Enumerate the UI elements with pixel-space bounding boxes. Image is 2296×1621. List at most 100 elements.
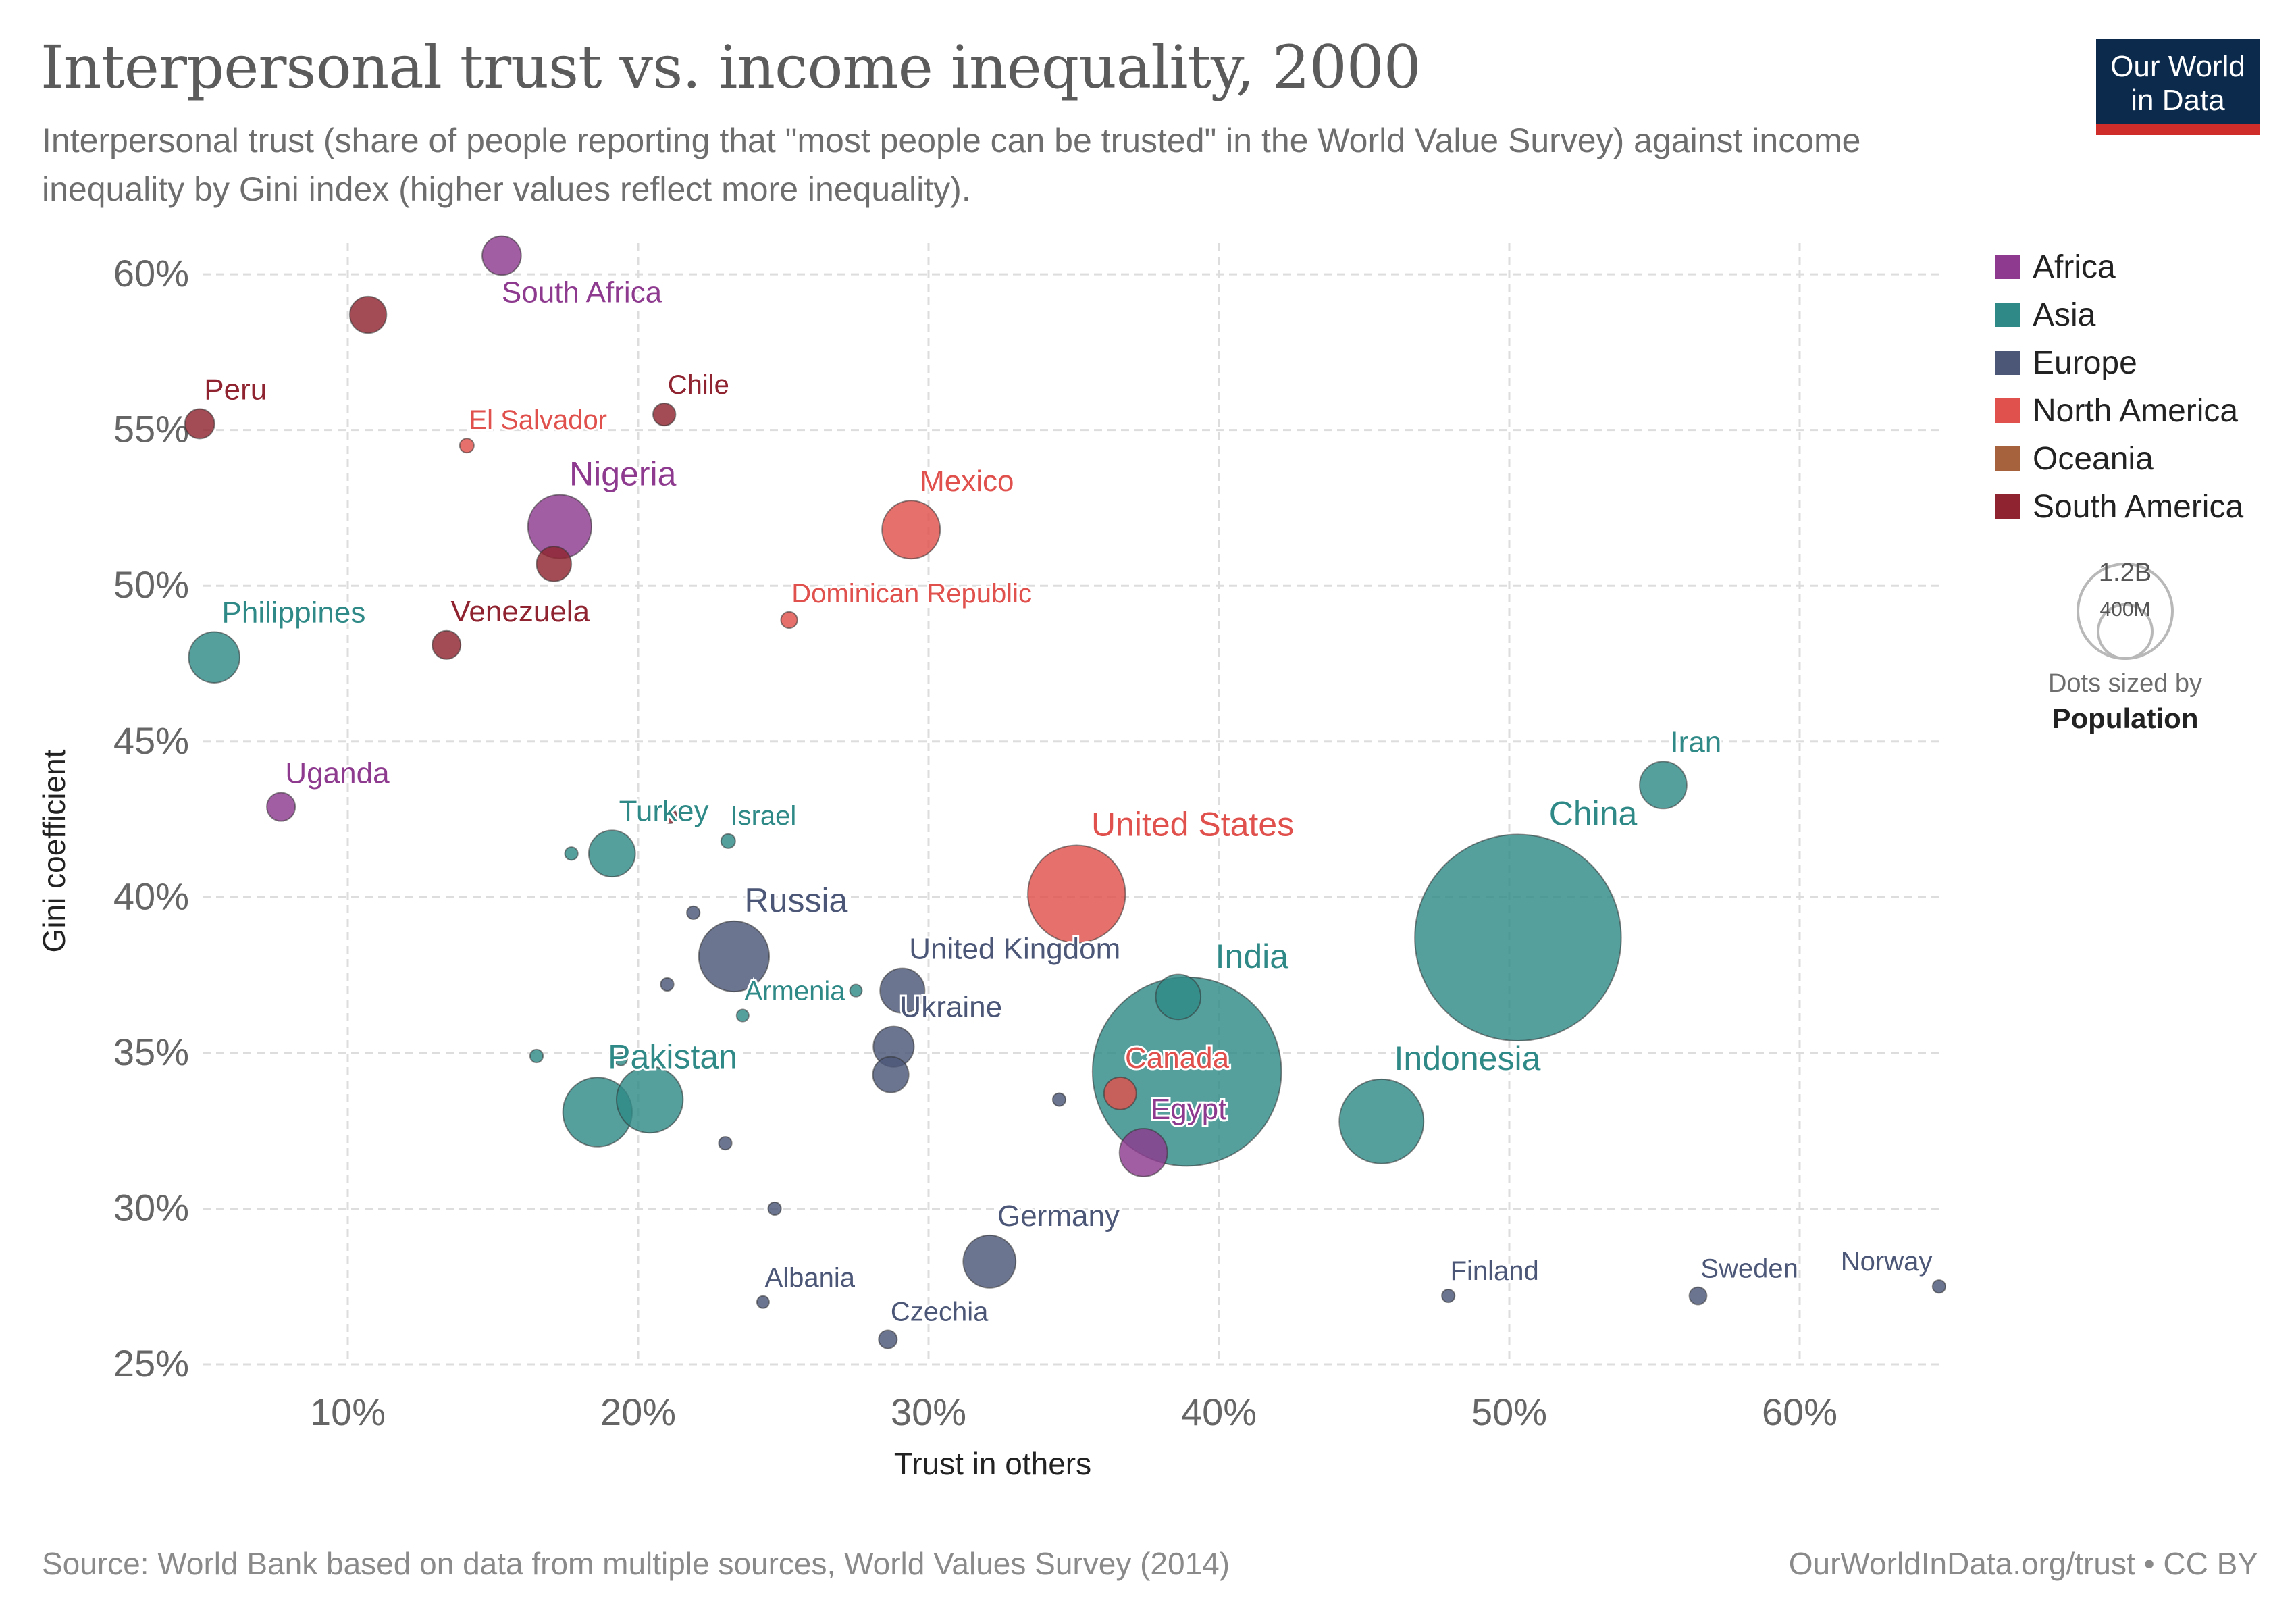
y-tick-label: 60%: [113, 252, 189, 294]
point[interactable]: [718, 1135, 733, 1151]
size-legend-caption-bold: Population: [2052, 702, 2199, 734]
point-label: Egypt: [1151, 1093, 1227, 1126]
point[interactable]: [686, 905, 701, 921]
scatter-chart: 25% 30% 35% 40% 45% 50% 55% 60% 10% 20% 30% 40% 50%…: [36, 235, 2243, 1481]
point-venezuela[interactable]: [432, 629, 462, 660]
point-dominican-republic[interactable]: [780, 611, 798, 629]
point-label: Turkey: [619, 794, 709, 827]
point-sweden[interactable]: [1688, 1286, 1708, 1306]
legend-swatch: [1995, 398, 2020, 423]
point-germany[interactable]: [962, 1234, 1017, 1289]
point[interactable]: [529, 1048, 544, 1064]
point-label: India: [1216, 937, 1289, 975]
point-label: Uganda: [285, 757, 390, 790]
point-peru[interactable]: [184, 408, 215, 440]
y-tick-label: 45%: [113, 719, 189, 762]
point-label: El Salvador: [469, 405, 607, 435]
y-tick-label: 40%: [113, 875, 189, 917]
legend-label[interactable]: Oceania: [2033, 441, 2154, 477]
x-tick-label: 40%: [1181, 1391, 1257, 1433]
point-finland[interactable]: [1441, 1288, 1456, 1304]
point-label: Mexico: [920, 465, 1014, 498]
point[interactable]: [564, 846, 579, 861]
point[interactable]: [662, 808, 678, 824]
point-el-salvador[interactable]: [459, 438, 475, 454]
point-russia[interactable]: [698, 920, 771, 993]
point-label: South Africa: [502, 276, 662, 309]
x-tick-label: 10%: [310, 1391, 386, 1433]
y-axis-label: Gini coefficient: [36, 749, 72, 952]
point-label: China: [1549, 795, 1638, 833]
legend-label[interactable]: South America: [2033, 489, 2243, 525]
point-mexico[interactable]: [881, 500, 941, 560]
point-chile[interactable]: [652, 402, 677, 427]
point-label: Albania: [765, 1263, 856, 1293]
point-uganda[interactable]: [266, 792, 296, 822]
y-tick-label: 50%: [113, 563, 189, 606]
source-link[interactable]: OurWorldInData.org/trust • CC BY: [1788, 1546, 2258, 1581]
size-legend-big-label: 1.2B: [2099, 559, 2151, 587]
point[interactable]: [660, 977, 675, 992]
y-tick-label: 30%: [113, 1186, 189, 1229]
point-label: Czechia: [891, 1297, 989, 1327]
point-label: Germany: [997, 1200, 1120, 1233]
x-tick-label: 30%: [891, 1391, 966, 1433]
point[interactable]: [849, 983, 863, 998]
legend-label[interactable]: Europe: [2033, 345, 2137, 381]
y-tick-label: 35%: [113, 1031, 189, 1073]
legend-label[interactable]: Africa: [2033, 249, 2116, 285]
point-philippines[interactable]: [188, 631, 240, 684]
point[interactable]: [1155, 973, 1202, 1021]
point-label: Peru: [204, 374, 267, 407]
point-turkey[interactable]: [588, 829, 636, 878]
point[interactable]: [767, 1201, 782, 1216]
point-label: United States: [1091, 806, 1294, 844]
point-label: Russia: [745, 881, 848, 919]
point-israel[interactable]: [720, 833, 736, 849]
point-labels: South Africa Peru El Salvador Chile Nigeria M…: [202, 274, 1934, 1329]
point-united-states[interactable]: [1027, 844, 1126, 944]
point[interactable]: [872, 1056, 910, 1093]
legend-label[interactable]: North America: [2033, 393, 2238, 429]
point-canada[interactable]: [1103, 1076, 1137, 1110]
grid-lines: [203, 243, 1945, 1366]
owid-logo[interactable]: Our World in Data: [2096, 39, 2260, 135]
legend-swatch: [1995, 494, 2020, 519]
point-label: United Kingdom: [909, 933, 1120, 966]
point-egypt[interactable]: [1118, 1127, 1168, 1177]
point-norway[interactable]: [1931, 1279, 1947, 1294]
point-label: Pakistan: [608, 1037, 737, 1075]
point-south-africa[interactable]: [481, 235, 522, 276]
point-label: Venezuela: [451, 595, 590, 628]
point[interactable]: [536, 546, 573, 582]
x-tick-label: 20%: [600, 1391, 676, 1433]
y-tick-label: 55%: [113, 408, 189, 451]
x-tick-label: 60%: [1762, 1391, 1837, 1433]
point[interactable]: [615, 1065, 684, 1134]
point[interactable]: [348, 295, 388, 334]
legend-label[interactable]: Asia: [2033, 297, 2096, 333]
source-note: Source: World Bank based on data from mu…: [42, 1546, 1230, 1581]
x-tick-labels: 10% 20% 30% 40% 50% 60%: [310, 1391, 1837, 1433]
point-armenia[interactable]: [735, 1008, 750, 1023]
point-albania[interactable]: [756, 1295, 770, 1309]
point-iran[interactable]: [1638, 761, 1688, 810]
size-legend: 1.2B 400M Dots sized by Population: [2048, 559, 2202, 734]
point-united-kingdom[interactable]: [879, 967, 926, 1014]
logo-line-2: in Data: [2131, 84, 2225, 117]
size-legend-small-circle: [2097, 603, 2154, 660]
point-indonesia[interactable]: [1338, 1078, 1425, 1164]
x-axis-label: Trust in others: [894, 1446, 1091, 1481]
point-label: Ukraine: [899, 991, 1002, 1024]
point[interactable]: [1051, 1092, 1067, 1107]
point-czechia[interactable]: [878, 1329, 898, 1349]
chart-title: Interpersonal trust vs. income inequalit…: [41, 32, 1421, 102]
y-tick-label: 25%: [113, 1342, 189, 1385]
legend-swatch: [1995, 446, 2020, 471]
point[interactable]: [613, 1052, 628, 1066]
point-label: Israel: [730, 801, 796, 831]
point-label: Nigeria: [569, 455, 677, 493]
data-points: [184, 235, 1947, 1349]
legend-swatch: [1995, 255, 2020, 279]
point-china[interactable]: [1414, 833, 1622, 1042]
